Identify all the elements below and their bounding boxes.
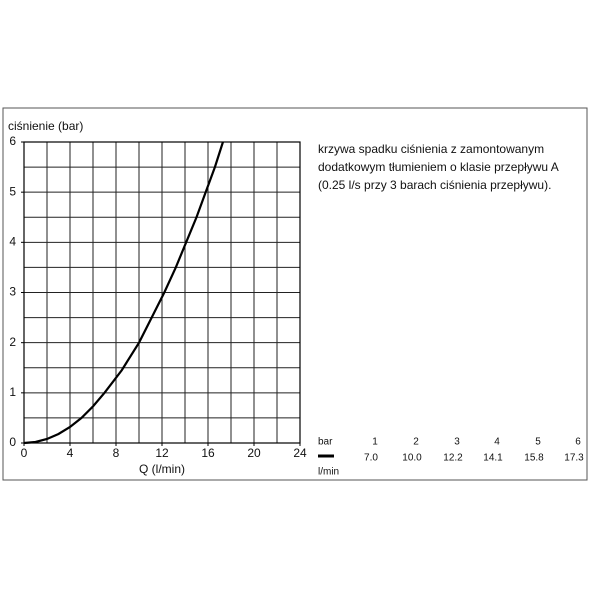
y-tick-label: 0: [9, 435, 16, 449]
y-tick-label: 2: [9, 335, 16, 349]
x-tick-label: 8: [113, 446, 120, 460]
y-tick-label: 3: [9, 285, 16, 299]
y-tick-label: 1: [9, 385, 16, 399]
curve: [23, 141, 224, 445]
annotation: dodatkowym tłumieniem o klasie przepływu…: [318, 160, 559, 174]
y-axis-label: ciśnienie (bar): [8, 119, 83, 133]
x-tick-label: 4: [67, 446, 74, 460]
x-tick-label: 24: [293, 446, 307, 460]
y-tick-label: 4: [9, 235, 16, 249]
y-tick-label: 5: [9, 184, 16, 198]
table-cell: 10.0: [402, 453, 422, 464]
table-cell: 6: [575, 437, 581, 448]
x-tick-label: 0: [21, 446, 28, 460]
y-tick-label: 6: [9, 134, 16, 148]
table-cell: 14.1: [483, 453, 503, 464]
table-cell: 12.2: [443, 453, 463, 464]
x-tick-label: 12: [155, 446, 169, 460]
table-cell: 5: [535, 437, 541, 448]
annotation: krzywa spadku ciśnienia z zamontowanym: [318, 142, 544, 156]
table-row-label: l/min: [318, 467, 339, 478]
x-axis-label: Q (l/min): [139, 462, 185, 476]
x-tick-label: 16: [201, 446, 215, 460]
table-row-label: bar: [318, 437, 333, 448]
table-cell: 17.3: [564, 453, 584, 464]
frame: [2, 107, 588, 481]
annotation: (0.25 l/s przy 3 barach ciśnienia przepł…: [318, 178, 551, 192]
table-cell: 15.8: [524, 453, 544, 464]
table-cell: 7.0: [364, 453, 378, 464]
table-cell: 3: [454, 437, 460, 448]
x-tick-label: 20: [247, 446, 261, 460]
table-cell: 1: [372, 437, 378, 448]
table-cell: 4: [494, 437, 500, 448]
table-cell: 2: [413, 437, 419, 448]
